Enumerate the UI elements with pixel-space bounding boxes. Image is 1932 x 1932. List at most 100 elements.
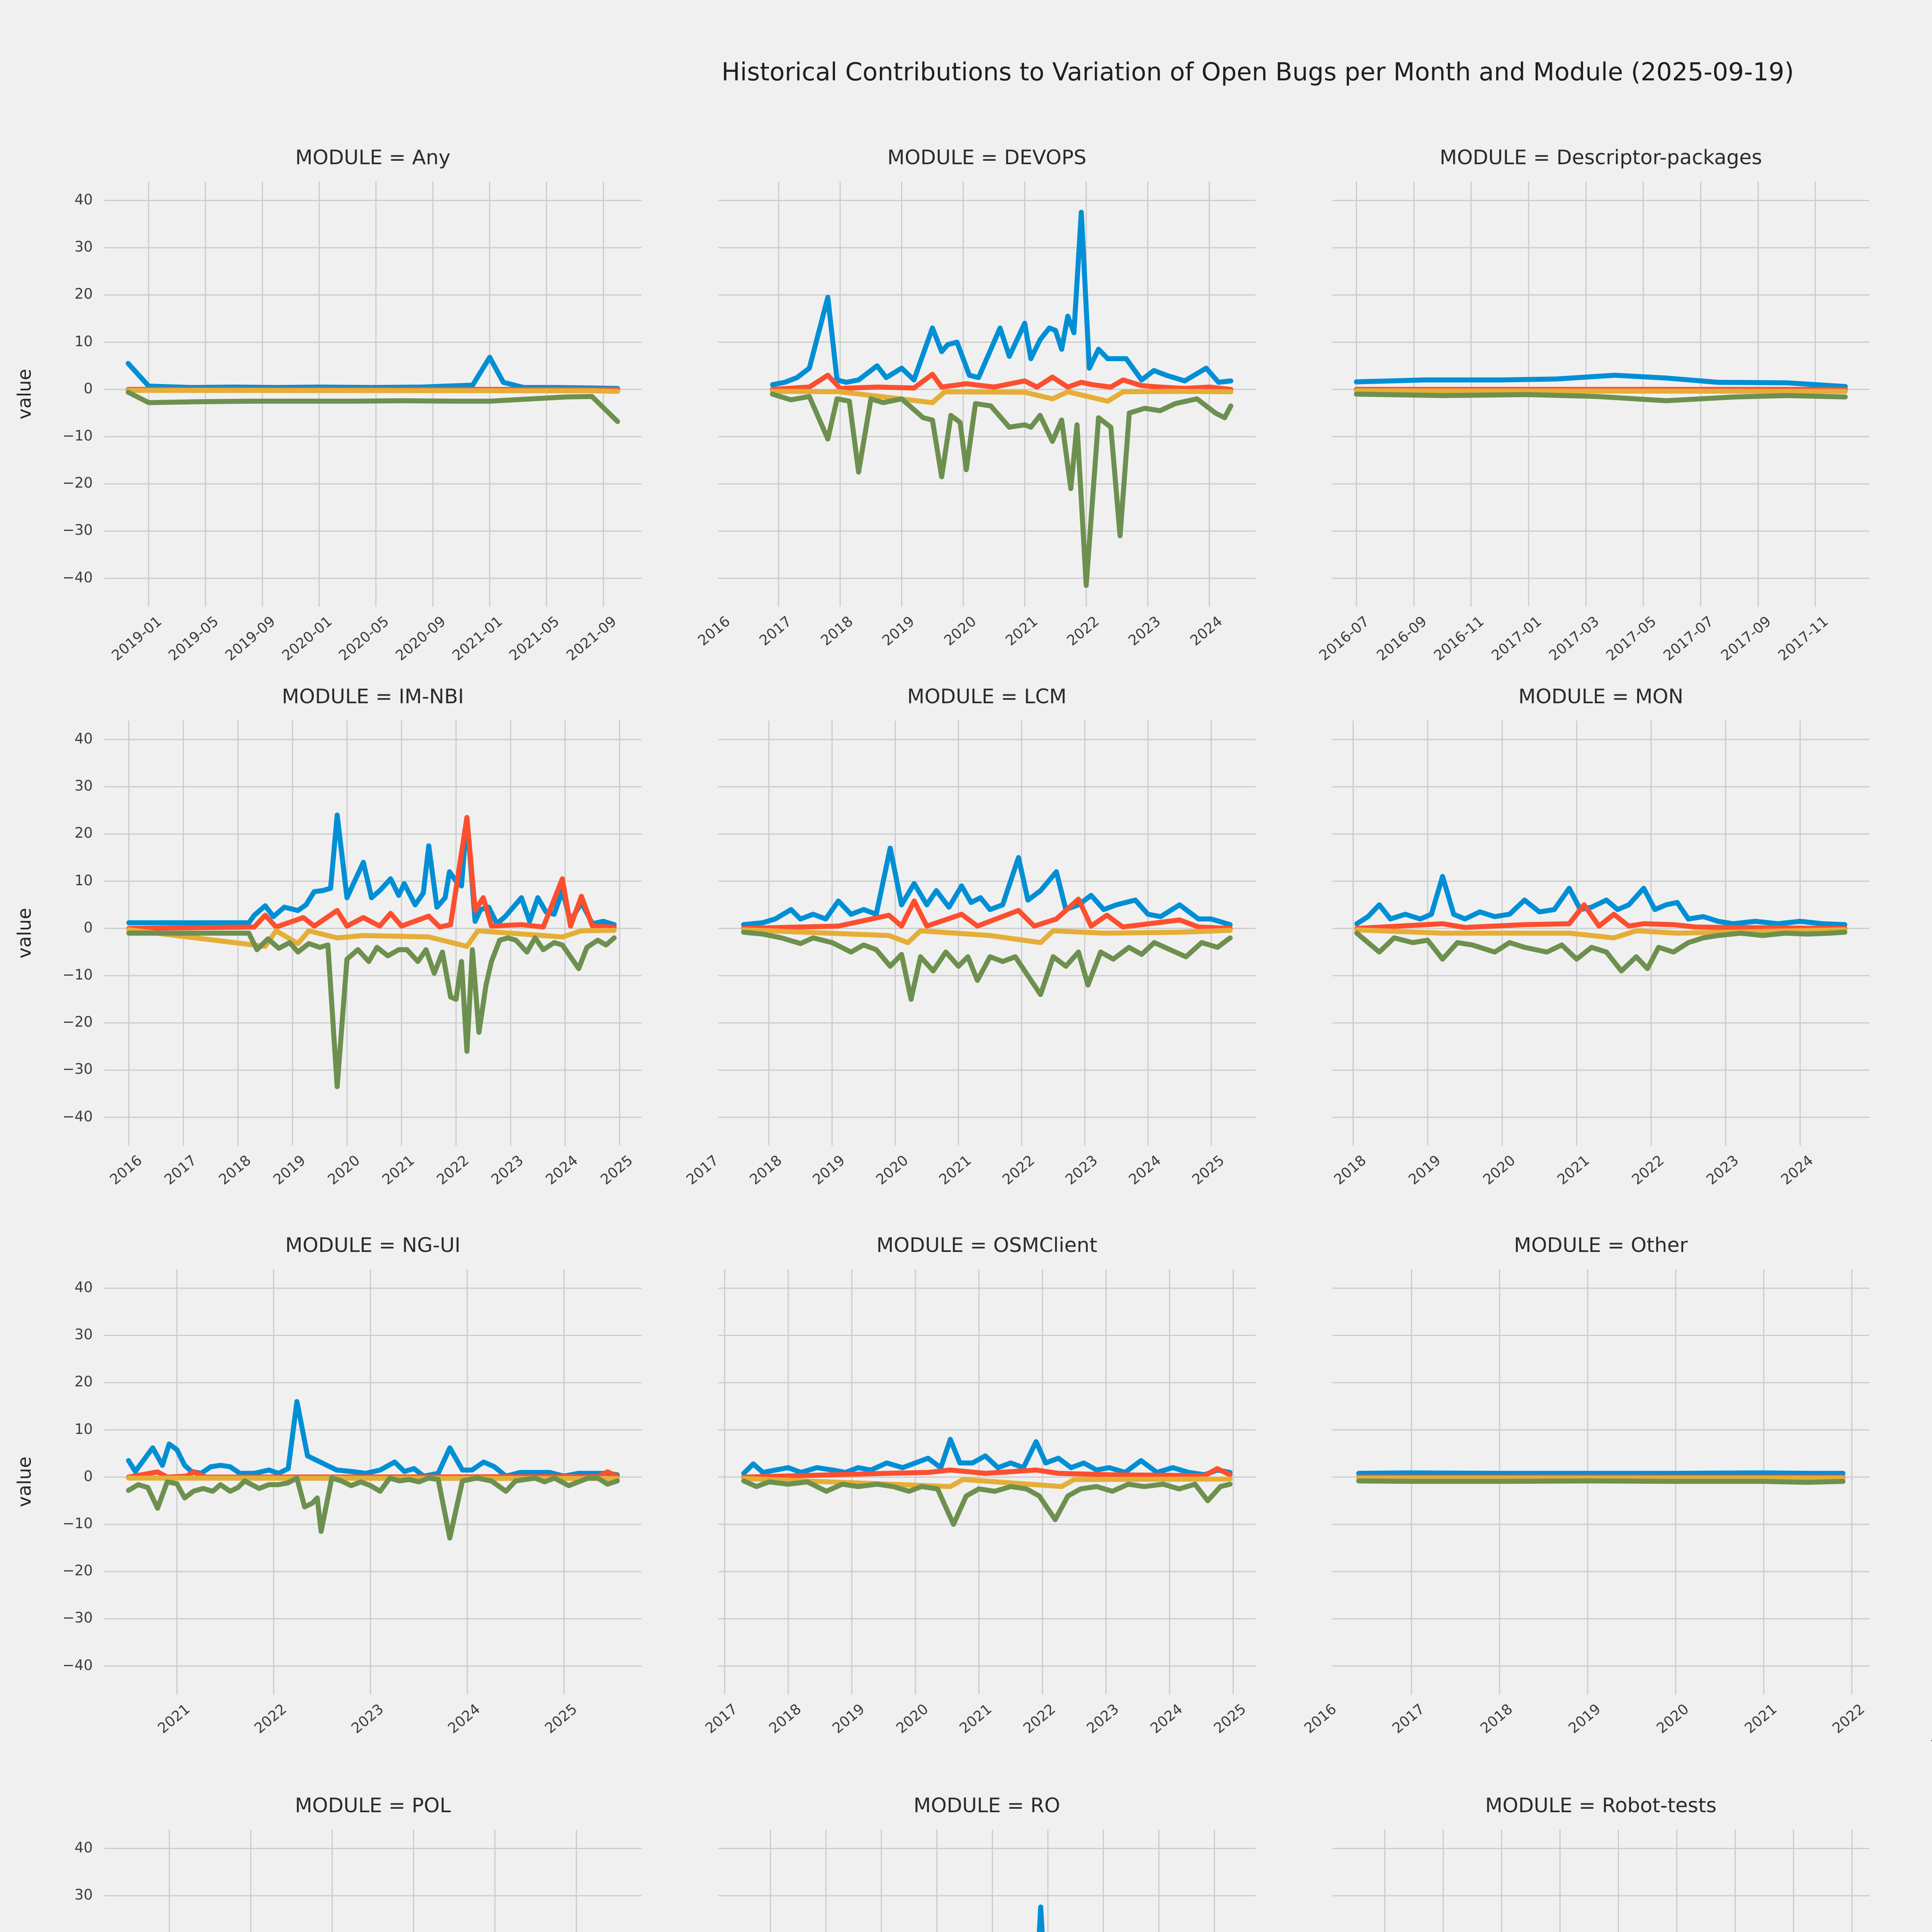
line-CLOSED — [741, 930, 1233, 1002]
y-tick-label: 40 — [74, 1839, 93, 1856]
x-tick-label: 2019 — [829, 1701, 868, 1737]
facet-title: MODULE = NG-UI — [285, 1234, 461, 1257]
x-tick-label: 2020 — [940, 613, 980, 649]
line-FALSE_CLOSED — [126, 388, 620, 394]
x-tick-label: 2022 — [1628, 1152, 1667, 1188]
y-tick-label: 20 — [74, 1373, 93, 1390]
y-tick-label: 30 — [74, 1886, 93, 1903]
plot-area — [1332, 1269, 1869, 1694]
line-OPENED — [741, 1437, 1233, 1478]
x-tick-label: 2024 — [1187, 613, 1226, 649]
facet-DEVOPS: MODULE = DEVOPS 2016 2017 2018 2019 2020 2021 2… — [695, 146, 1255, 649]
x-tick-label: 2025 — [541, 1701, 580, 1737]
x-tick-label: 2017-03 — [1546, 613, 1602, 664]
line-CLOSED — [741, 1478, 1233, 1527]
x-tick-label: 2019-01 — [108, 613, 165, 664]
x-tick-label: 2019 — [270, 1152, 309, 1188]
x-tick-label: 2021 — [1741, 1701, 1780, 1737]
x-tick-label: 2022 — [999, 1152, 1038, 1188]
x-tick-label: 2017 — [702, 1701, 741, 1737]
line-OPENED — [1354, 874, 1847, 927]
y-tick-label: −10 — [62, 966, 93, 983]
x-tick-label: 2021-05 — [506, 613, 563, 664]
y-tick-label: 30 — [74, 777, 93, 794]
y-axis-label: value — [14, 1456, 36, 1507]
facet-title: MODULE = MON — [1518, 685, 1684, 708]
figure-title: Historical Contributions to Variation of… — [721, 58, 1794, 87]
x-tick-label: 2020 — [1653, 1701, 1692, 1737]
facet-NG-UI: MODULE = NG-UI 2021 2022 2023 2024 2025 40 30 20… — [14, 1234, 641, 1736]
plot-area — [104, 721, 641, 1146]
y-axis-label: value — [14, 369, 36, 420]
x-tick-label: 2018 — [746, 1152, 785, 1188]
facet-Descriptor-packages: MODULE = Descriptor-packages 2016-07 2016-… — [1316, 146, 1869, 664]
y-tick-label: 10 — [74, 333, 93, 350]
x-tick-label: 2020 — [872, 1152, 912, 1188]
line-FALSE_CLOSED — [1354, 927, 1847, 940]
y-tick-label: 10 — [74, 1420, 93, 1437]
x-tick-label: 2019 — [810, 1152, 848, 1188]
facet-title: MODULE = POL — [295, 1794, 451, 1817]
x-tick-label: 2021 — [154, 1701, 193, 1737]
x-tick-label: 2020 — [893, 1701, 932, 1737]
facet-Robot-tests: MODULE = Robot-tests2021-012021-072022-0… — [1332, 1794, 1869, 1932]
facet-title: MODULE = IM-NBI — [282, 685, 464, 708]
y-tick-label: −40 — [62, 1108, 93, 1125]
y-tick-label: 30 — [74, 1326, 93, 1343]
x-tick-label: 2017 — [1389, 1701, 1428, 1737]
x-tick-label: 2016 — [106, 1152, 145, 1188]
x-tick-label: 2020 — [324, 1152, 363, 1188]
line-OPENED — [1037, 1904, 1045, 1932]
line-REOPENED — [126, 1469, 620, 1480]
x-tick-label: 2016-11 — [1430, 613, 1487, 664]
y-tick-label: −20 — [62, 474, 93, 492]
x-tick-label: 2022 — [251, 1701, 290, 1737]
facet-title: MODULE = Other — [1514, 1234, 1688, 1257]
x-tick-label: 2024 — [445, 1701, 483, 1737]
x-tick-label: 2024 — [543, 1152, 582, 1188]
x-tick-label: 2017 — [756, 613, 795, 649]
x-tick-label: 2019 — [879, 613, 918, 649]
x-tick-label: 2017-11 — [1775, 613, 1832, 664]
plot-area — [1332, 182, 1869, 607]
plot-area — [718, 1830, 1255, 1932]
x-tick-label: 2023 — [348, 1701, 387, 1737]
x-tick-label: 2016-09 — [1373, 613, 1430, 664]
y-axis-label: value — [14, 908, 36, 959]
line-REOPENED — [770, 372, 1233, 392]
x-tick-label: 2020 — [1480, 1152, 1519, 1188]
facet-title: MODULE = RO — [913, 1794, 1060, 1817]
x-tick-label: 2022 — [1020, 1701, 1059, 1737]
facet-title: MODULE = DEVOPS — [887, 146, 1087, 169]
facet-LCM: MODULE = LCM 2017 2018 2019 2020 2021 2022 2023… — [683, 685, 1255, 1188]
x-tick-label: 2020-05 — [335, 613, 392, 664]
x-tick-label: 2023 — [1083, 1701, 1122, 1737]
line-REOPENED — [1354, 902, 1847, 931]
x-tick-label: 2025 — [1189, 1152, 1228, 1188]
plot-area — [718, 721, 1255, 1146]
x-tick-label: 2021 — [956, 1701, 995, 1737]
plot-area — [718, 1269, 1255, 1694]
line-OPENED — [770, 209, 1233, 388]
y-tick-label: −10 — [62, 1515, 93, 1532]
x-tick-label: 2023 — [488, 1152, 527, 1188]
x-tick-label: 2017 — [161, 1152, 200, 1188]
x-tick-label: 2017-05 — [1603, 613, 1660, 664]
x-tick-label: 2024 — [1125, 1152, 1164, 1188]
facet-MON: MODULE = MON 2018 2019 2020 2021 2022 2023 2024 — [1331, 685, 1869, 1188]
x-tick-label: 2021 — [1002, 613, 1041, 649]
x-tick-label: 2016-07 — [1316, 613, 1372, 664]
y-tick-label: −30 — [62, 522, 93, 539]
x-tick-label: 2020-07 — [1929, 1701, 1932, 1752]
x-tick-label: 2018 — [215, 1152, 254, 1188]
x-tick-label: 2019 — [1565, 1701, 1604, 1737]
facet-title: MODULE = LCM — [907, 685, 1067, 708]
line-OPENED — [1354, 372, 1848, 389]
x-tick-label: 2025 — [597, 1152, 636, 1188]
y-tick-label: 20 — [74, 825, 93, 842]
x-tick-label: 2019-05 — [165, 613, 222, 664]
facet-title: MODULE = Descriptor-packages — [1439, 146, 1762, 169]
line-REOPENED — [741, 1466, 1233, 1480]
x-tick-label: 2020-01 — [279, 613, 335, 664]
x-tick-label: 2019-09 — [222, 613, 279, 664]
